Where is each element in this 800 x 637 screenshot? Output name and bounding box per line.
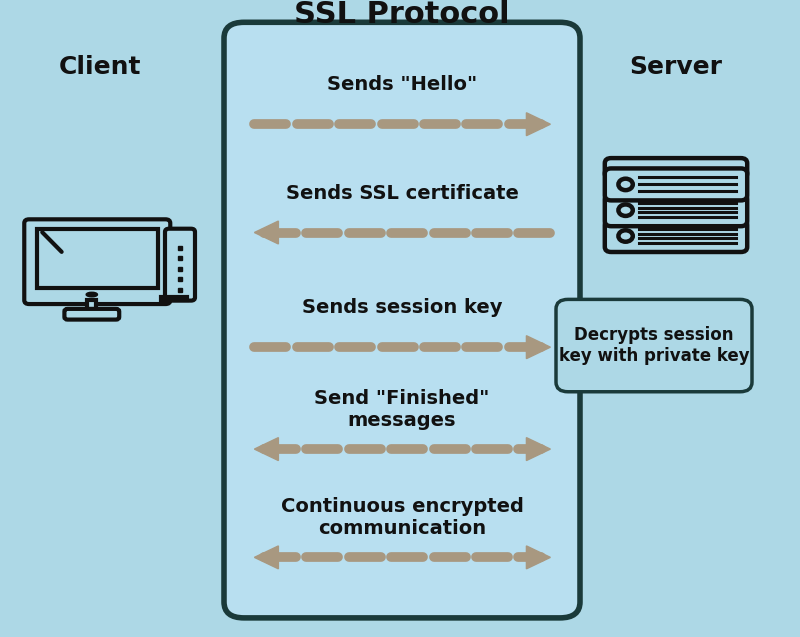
Bar — [161, 297, 186, 300]
Polygon shape — [526, 336, 550, 359]
Polygon shape — [254, 438, 278, 461]
Polygon shape — [526, 546, 550, 569]
Text: Sends "Hello": Sends "Hello" — [327, 75, 477, 94]
Text: Send "Finished"
messages: Send "Finished" messages — [314, 389, 490, 430]
Text: Server: Server — [630, 55, 722, 79]
FancyBboxPatch shape — [65, 309, 119, 320]
Text: Continuous encrypted
communication: Continuous encrypted communication — [281, 497, 523, 538]
Ellipse shape — [86, 292, 97, 296]
FancyBboxPatch shape — [556, 299, 752, 392]
Polygon shape — [526, 438, 550, 461]
Text: SSL Protocol: SSL Protocol — [294, 0, 510, 29]
Bar — [37, 229, 158, 288]
Text: Decrypts session
key with private key: Decrypts session key with private key — [558, 326, 750, 365]
Polygon shape — [254, 221, 278, 244]
FancyBboxPatch shape — [605, 194, 747, 226]
Text: Client: Client — [58, 55, 142, 79]
Text: Sends session key: Sends session key — [302, 298, 502, 317]
Text: Sends SSL certificate: Sends SSL certificate — [286, 183, 518, 203]
Polygon shape — [526, 113, 550, 136]
FancyBboxPatch shape — [24, 219, 170, 304]
FancyBboxPatch shape — [165, 229, 195, 301]
Bar — [87, 300, 96, 311]
FancyBboxPatch shape — [605, 168, 747, 201]
FancyBboxPatch shape — [605, 220, 747, 252]
Polygon shape — [254, 546, 278, 569]
FancyBboxPatch shape — [605, 158, 747, 178]
FancyBboxPatch shape — [224, 22, 580, 618]
